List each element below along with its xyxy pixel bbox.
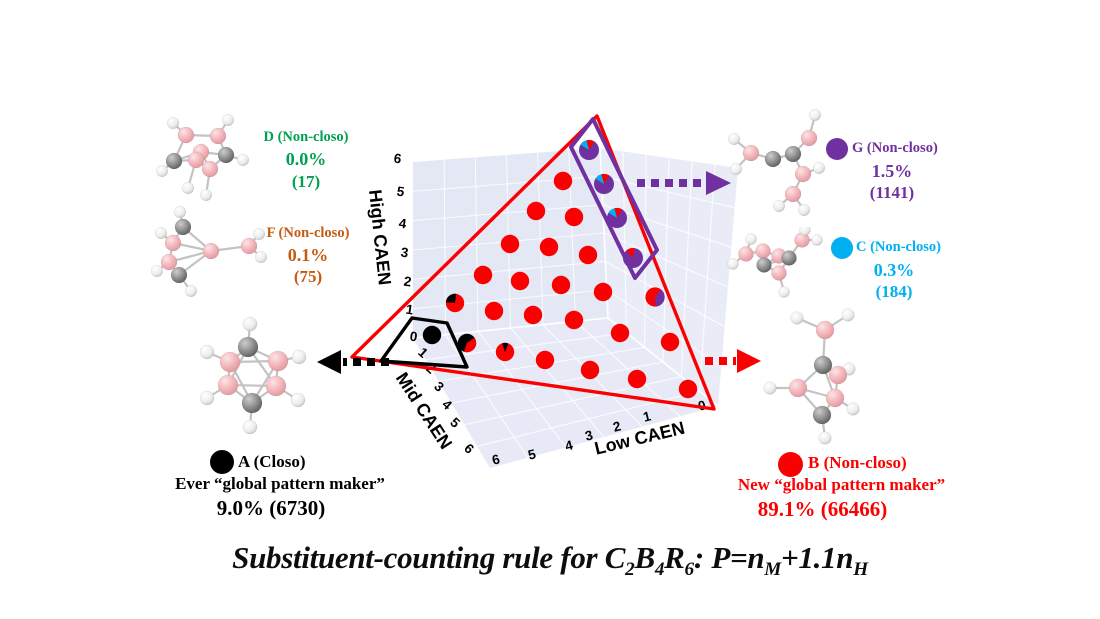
legend-c-name: C (Non-closo) <box>856 239 941 255</box>
data-point <box>495 342 515 362</box>
data-point <box>539 237 559 257</box>
legend-dot-g <box>826 138 848 160</box>
data-point <box>523 305 543 325</box>
data-point <box>457 333 477 353</box>
legend-dot-b <box>778 452 803 477</box>
g-region-box <box>569 117 659 280</box>
data-point <box>607 207 627 228</box>
legend-d-count: (17) <box>291 172 321 191</box>
low-axis-tick: 5 <box>526 446 537 462</box>
data-point <box>564 310 584 330</box>
legend-c-count: (184) <box>875 282 913 301</box>
non-closo-region-triangle <box>350 114 716 411</box>
molecule-b-image <box>757 297 867 452</box>
molecule-d-image <box>140 103 260 203</box>
black-dashed-arrow <box>317 350 389 374</box>
floor <box>413 318 718 468</box>
high-axis-tick: 3 <box>400 245 410 261</box>
high-axis-tick: 0 <box>409 329 419 345</box>
legend-g-name: G (Non-closo) <box>852 140 938 156</box>
data-point <box>593 282 613 302</box>
closo-region-outline <box>379 316 469 369</box>
data-point <box>422 325 442 345</box>
legend-dot-c <box>831 237 853 259</box>
molecule-f-image <box>145 205 275 305</box>
legend-d-name: D (Non-closo) <box>263 129 349 145</box>
legend-f-percent: 0.1% <box>287 245 329 265</box>
data-point <box>678 379 698 399</box>
data-point <box>484 301 504 321</box>
high-axis-tick: 2 <box>403 274 413 290</box>
high-axis-tick: 4 <box>398 216 408 232</box>
legend-a-line2: Ever “global pattern maker” <box>175 474 385 493</box>
data-point <box>553 171 573 191</box>
data-point <box>535 350 555 370</box>
legend-a-name: A (Closo) <box>238 452 306 471</box>
legend-b-line2: New “global pattern maker” <box>737 475 946 494</box>
molecule-c-image <box>727 227 827 307</box>
data-point <box>551 275 571 295</box>
high-axis-tick: 6 <box>393 151 403 167</box>
mid-axis-tick: 5 <box>447 415 463 432</box>
legend-c-percent: 0.3% <box>873 260 915 280</box>
low-axis-tick: 6 <box>490 451 501 467</box>
low-axis-tick: 2 <box>611 418 622 434</box>
high-axis-label: High CAEN <box>365 189 395 287</box>
data-point <box>645 287 665 307</box>
data-point <box>579 139 599 160</box>
legend-dot-a <box>210 450 234 474</box>
legend-d-percent: 0.0% <box>285 149 327 169</box>
red-dashed-arrow <box>705 349 761 373</box>
data-point <box>473 265 493 285</box>
data-point <box>660 332 680 352</box>
data-point <box>594 173 614 194</box>
low-axis-tick: 4 <box>563 437 574 453</box>
molecule-a-image <box>195 296 330 441</box>
low-axis-tick: 3 <box>583 427 594 443</box>
legend-f-name: F (Non-closo) <box>266 225 350 241</box>
data-point <box>564 207 584 227</box>
legend-b-name: B (Non-closo) <box>808 453 907 472</box>
low-axis-tick: 1 <box>641 408 652 424</box>
data-point <box>627 369 647 389</box>
data-point <box>623 248 643 268</box>
data-point <box>526 201 546 221</box>
high-axis-tick: 5 <box>396 184 406 200</box>
legend-g-percent: 1.5% <box>871 161 913 181</box>
data-point <box>500 234 520 254</box>
high-axis-tick: 1 <box>405 302 415 318</box>
legend-a-line3: 9.0% (6730) <box>216 496 326 520</box>
data-point <box>578 245 598 265</box>
legend-g-count: (1141) <box>869 183 915 202</box>
mid-axis-tick: 6 <box>461 441 477 458</box>
purple-dashed-arrow <box>637 171 731 195</box>
data-point <box>580 360 600 380</box>
scatter-points <box>422 139 698 399</box>
data-point <box>510 271 530 291</box>
data-point <box>445 293 465 313</box>
molecule-g-image <box>727 107 832 219</box>
legend-f-count: (75) <box>293 267 323 286</box>
legend-b-line3: 89.1% (66466) <box>757 497 888 521</box>
figure-title: Substituent-counting rule for C2B4R6: P=… <box>232 540 868 581</box>
data-point <box>610 323 630 343</box>
